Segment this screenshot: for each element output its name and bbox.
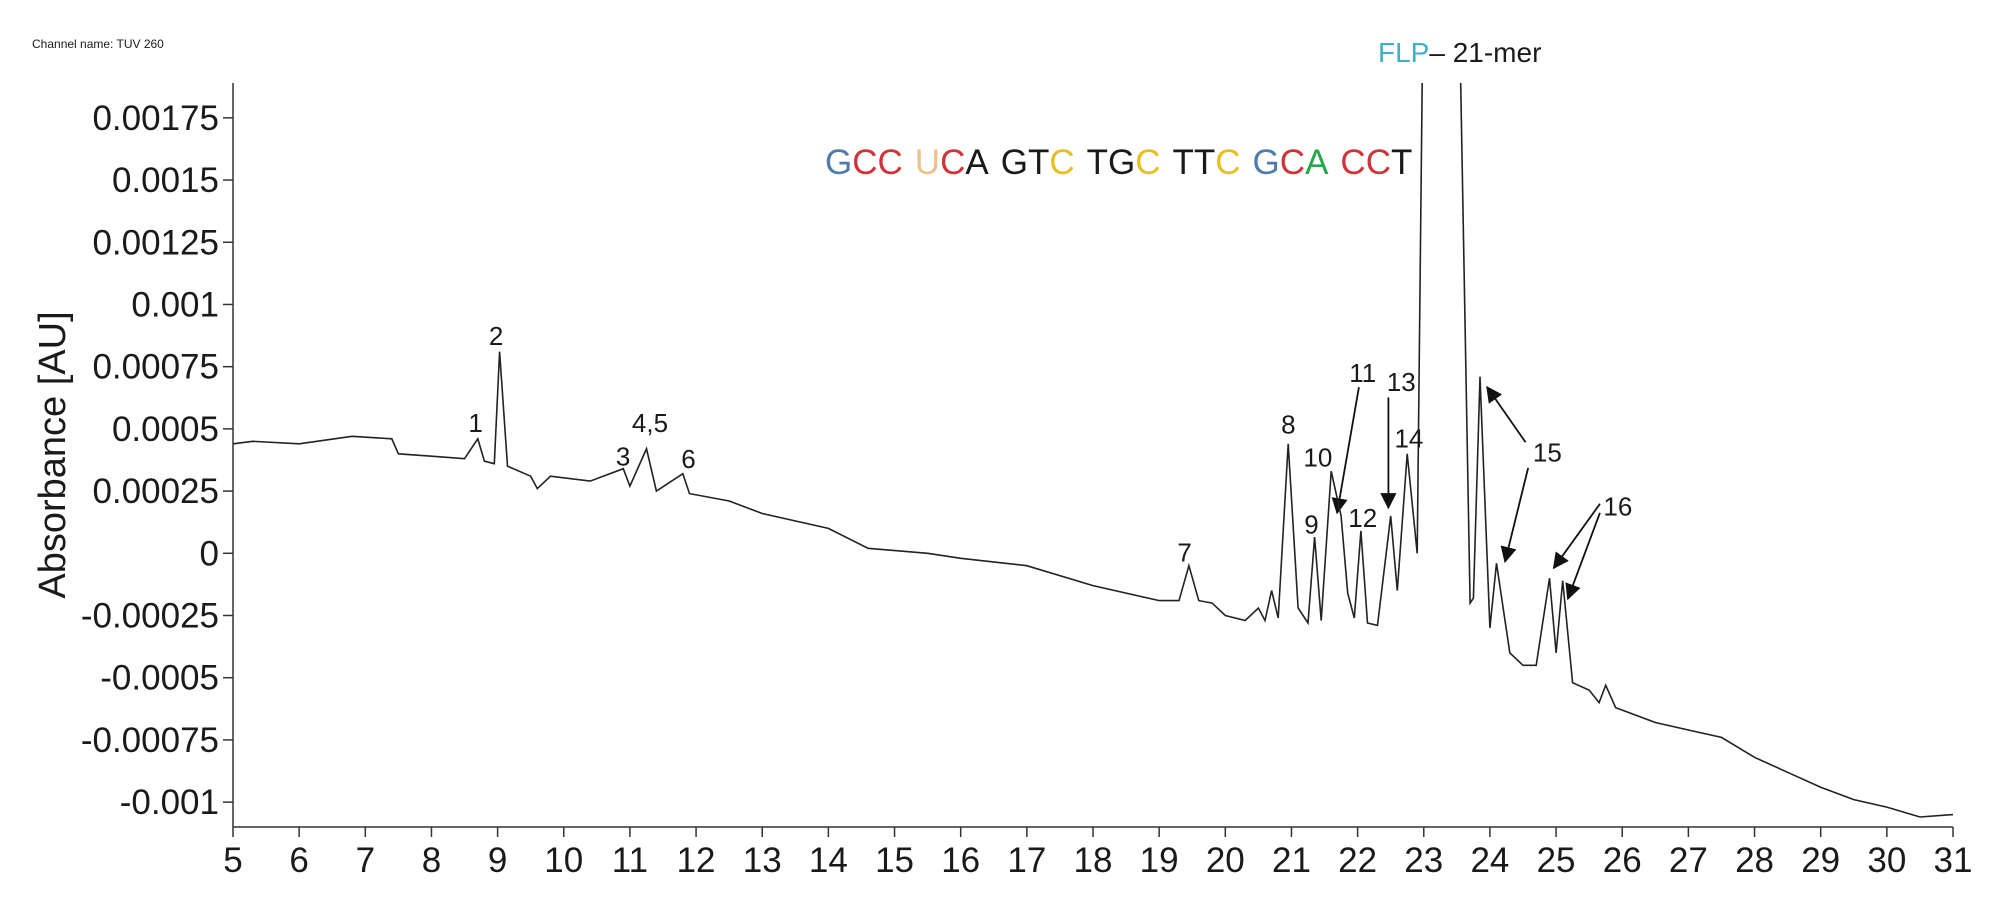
y-tick-label: -0.0005: [100, 659, 219, 698]
trace: [233, 83, 1953, 818]
sequence-letters: TG: [1087, 143, 1136, 182]
peak-label: 8: [1281, 409, 1295, 439]
sequence-letters: G: [825, 143, 852, 182]
sequence-letters: C: [1049, 143, 1074, 182]
sequence-letters: G: [1253, 143, 1280, 182]
x-tick-label: 23: [1404, 841, 1443, 880]
arrow: [1552, 503, 1601, 570]
peak-label: 16: [1603, 491, 1632, 521]
sequence-letters: T: [1391, 143, 1412, 182]
peak-label: 1: [468, 408, 482, 438]
peak-label: 10: [1303, 443, 1332, 473]
x-tick-label: 21: [1272, 841, 1311, 880]
x-tick-label: 15: [875, 841, 914, 880]
x-tick-label: 11: [612, 841, 648, 880]
peak-label: 15: [1533, 438, 1562, 468]
sequence-letters: CC: [1340, 143, 1391, 182]
x-tick-label: 18: [1074, 841, 1113, 880]
title-prefix: FLP: [1378, 37, 1429, 68]
x-tick-label: 27: [1669, 841, 1708, 880]
sequence-letters: C: [940, 143, 965, 182]
y-tick-label: 0.0015: [112, 161, 219, 200]
y-axis-label: Absorbance [AU]: [32, 311, 74, 598]
peak-label: 14: [1394, 423, 1423, 453]
x-tick-label: 31: [1934, 841, 1973, 880]
arrow: [1565, 512, 1601, 601]
sequence-letters: TT: [1173, 143, 1216, 182]
y-tick-label: 0.00025: [92, 472, 219, 511]
y-tick-label: -0.00075: [81, 721, 219, 760]
x-tick-label: 29: [1801, 841, 1840, 880]
peak-label: 13: [1387, 367, 1416, 397]
sequence-letters: A: [1305, 143, 1329, 182]
sequence-letters: CC: [852, 143, 903, 182]
x-tick-label: 7: [356, 841, 375, 880]
sequence-letters: C: [1280, 143, 1305, 182]
x-tick-label: 12: [677, 841, 716, 880]
x-tick-label: 22: [1338, 841, 1377, 880]
x-tick-label: 24: [1470, 841, 1509, 880]
arrow: [1331, 387, 1360, 515]
peak-label: 4,5: [632, 408, 668, 438]
x-tick-label: 30: [1867, 841, 1906, 880]
x-tick-label: 16: [941, 841, 980, 880]
sequence-letters: U: [915, 143, 940, 182]
y-tick-label: 0.00075: [92, 348, 219, 387]
sequence-letters: C: [1215, 143, 1240, 182]
sequence-letters: C: [1135, 143, 1160, 182]
x-tick-label: 6: [289, 841, 308, 880]
y-tick-label: 0.001: [131, 285, 219, 324]
x-tick-label: 8: [422, 841, 441, 880]
arrows: [1331, 385, 1601, 601]
sequence: GCC UCA GTC TGC TTC GCA CCT: [825, 143, 1412, 182]
y-tick-label: 0.0005: [112, 410, 219, 449]
channel-name: Channel name: TUV 260: [32, 37, 164, 51]
x-tick-label: 9: [488, 841, 507, 880]
y-tick-label: -0.00025: [81, 596, 219, 635]
x-tick-label: 13: [743, 841, 782, 880]
chart-title: FLP– 21-mer: [1378, 37, 1541, 68]
sequence-letters: GT: [1001, 143, 1050, 182]
x-tick-label: 14: [809, 841, 848, 880]
arrow: [1486, 385, 1527, 443]
peak-label: 11: [1349, 358, 1376, 388]
peak-label: 2: [489, 321, 503, 351]
x-tick-label: 5: [223, 841, 242, 880]
peak-label: 7: [1177, 538, 1191, 568]
x-tick-label: 17: [1007, 841, 1046, 880]
y-tick-label: 0.00125: [92, 223, 219, 262]
arrow: [1500, 467, 1530, 564]
x-tick-label: 20: [1206, 841, 1245, 880]
sequence-letters: A: [965, 143, 989, 182]
x-tick-label: 25: [1537, 841, 1576, 880]
x-tick-label: 10: [544, 841, 583, 880]
y-tick-label: 0.00175: [92, 99, 219, 138]
x-tick-label: 28: [1735, 841, 1774, 880]
title-text: – 21-mer: [1429, 37, 1541, 68]
peak-label: 3: [616, 441, 630, 471]
peak-label: 9: [1304, 509, 1318, 539]
x-tick-label: 26: [1603, 841, 1642, 880]
y-tick-label: -0.001: [120, 783, 219, 822]
x-tick-label: 19: [1140, 841, 1179, 880]
peak-label: 6: [681, 444, 695, 474]
peak-label: 12: [1348, 503, 1377, 533]
y-tick-label: 0: [200, 534, 219, 573]
